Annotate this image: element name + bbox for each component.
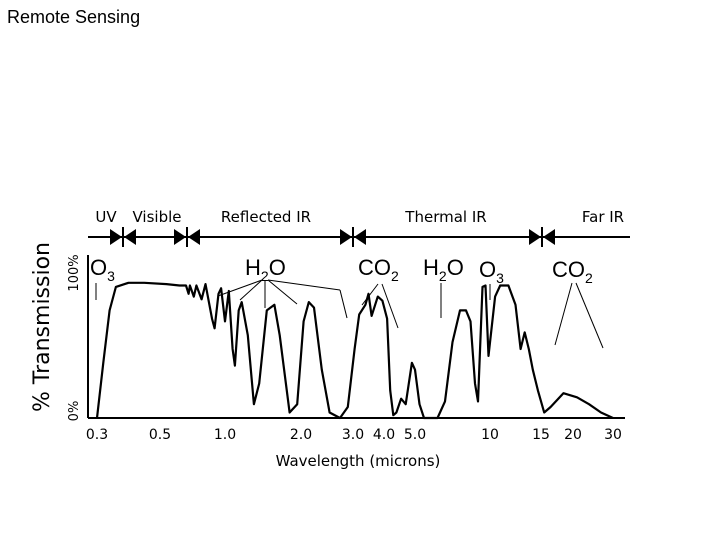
gas-label: CO2 bbox=[358, 255, 399, 284]
x-tick-label: 10 bbox=[481, 427, 499, 443]
wavelength-regions: UV Visible Reflected IR Thermal IR Far IR bbox=[88, 208, 630, 247]
page-title: Remote Sensing bbox=[7, 7, 141, 27]
gas-pointer-line bbox=[361, 283, 379, 306]
region-label: Visible bbox=[133, 208, 182, 226]
gas-pointer-line bbox=[575, 282, 604, 349]
gas-label: O3 bbox=[479, 257, 504, 286]
x-tick-label: 0.5 bbox=[149, 427, 171, 443]
region-arrowhead bbox=[543, 229, 555, 245]
gas-label: H2O bbox=[245, 255, 286, 284]
gas-pointer-line bbox=[267, 279, 298, 305]
x-tick-label: 20 bbox=[564, 427, 582, 443]
x-tick-label: 15 bbox=[532, 427, 550, 443]
gas-pointer-line bbox=[381, 283, 399, 329]
x-tick-label: 4.0 bbox=[373, 427, 395, 443]
region-label: Far IR bbox=[582, 208, 624, 226]
absorption-labels: O3 H2O CO2 H2O O3 CO2 bbox=[90, 255, 604, 349]
region-label: UV bbox=[95, 208, 117, 226]
region-arrowhead bbox=[124, 229, 136, 245]
region-arrowhead bbox=[340, 229, 352, 245]
x-tick-label: 3.0 bbox=[342, 427, 364, 443]
region-arrowhead bbox=[188, 229, 200, 245]
gas-label: H2O bbox=[423, 255, 464, 284]
region-arrowhead bbox=[529, 229, 541, 245]
x-tick-label: 30 bbox=[604, 427, 622, 443]
gas-pointer-line bbox=[217, 279, 263, 297]
region-arrowhead bbox=[354, 229, 366, 245]
region-label: Thermal IR bbox=[404, 208, 486, 226]
x-tick-label: 1.0 bbox=[214, 427, 236, 443]
y-axis-label: % Transmission bbox=[30, 242, 55, 412]
y-tick-label-100: 100% bbox=[67, 254, 82, 291]
chart-axes: 0.3 0.5 1.0 2.0 3.0 4.0 5.0 10 15 20 30 Wavelength … bbox=[30, 242, 625, 470]
x-tick-label: 0.3 bbox=[86, 427, 108, 443]
y-tick-label-0: 0% bbox=[67, 401, 82, 422]
gas-label: CO2 bbox=[552, 257, 593, 286]
gas-pointer-line bbox=[267, 279, 341, 291]
region-label: Reflected IR bbox=[221, 208, 311, 226]
gas-pointer-line bbox=[239, 279, 263, 301]
region-arrowhead bbox=[110, 229, 122, 245]
transmission-curve-layer bbox=[95, 281, 614, 420]
transmission-curve bbox=[95, 281, 614, 420]
x-tick-label: 5.0 bbox=[404, 427, 426, 443]
gas-pointer-line bbox=[554, 282, 573, 346]
region-arrowhead bbox=[174, 229, 186, 245]
x-axis-label: Wavelength (microns) bbox=[276, 452, 441, 470]
gas-pointer-line bbox=[339, 289, 348, 319]
gas-label: O3 bbox=[90, 255, 115, 284]
x-tick-label: 2.0 bbox=[290, 427, 312, 443]
